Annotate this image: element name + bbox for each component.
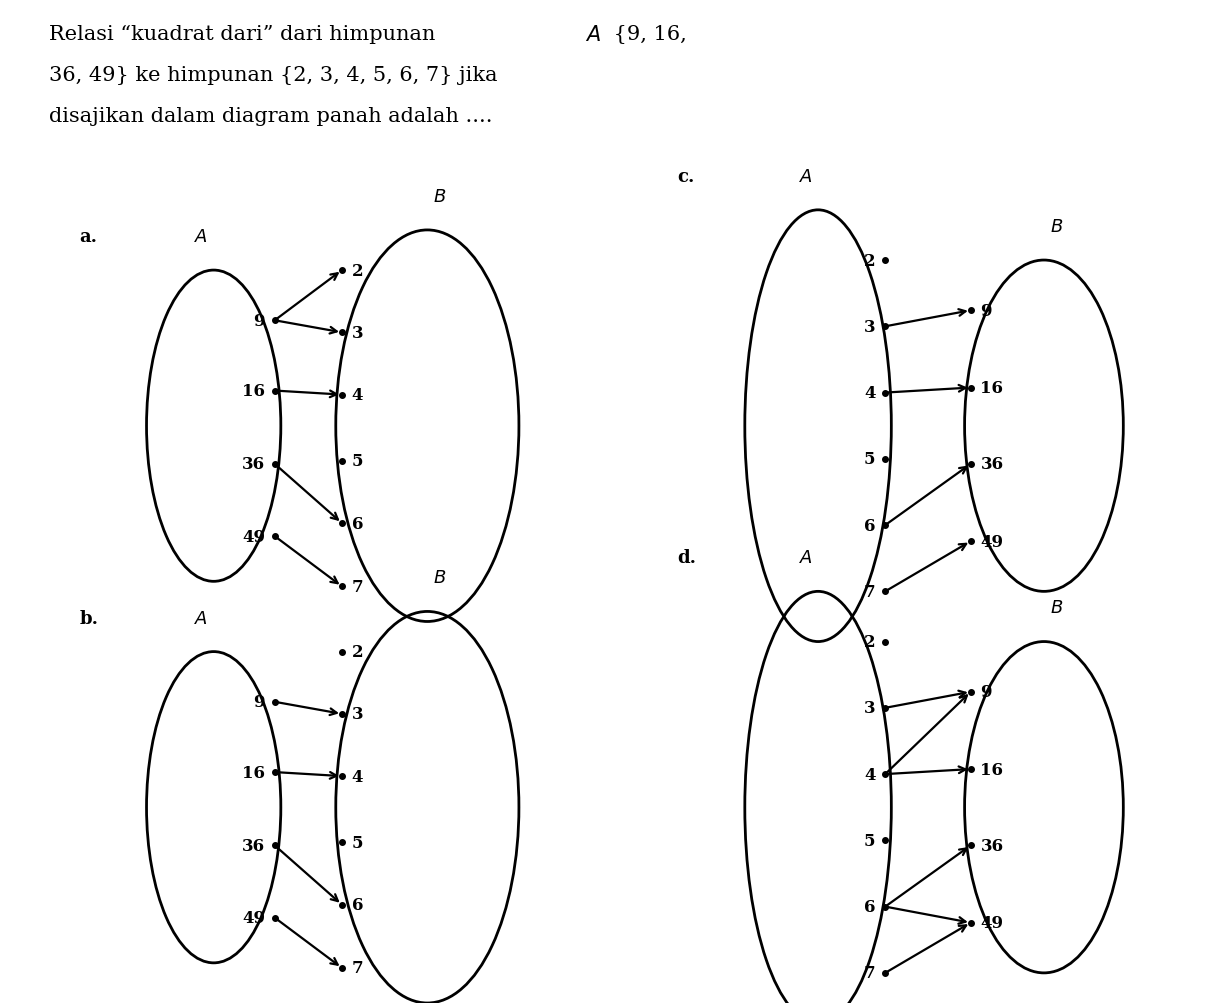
Text: 9: 9 bbox=[980, 684, 991, 700]
Text: 9: 9 bbox=[254, 313, 265, 329]
Text: 16: 16 bbox=[242, 383, 265, 399]
Text: 9: 9 bbox=[254, 694, 265, 710]
Text: 5: 5 bbox=[864, 832, 875, 849]
Text: 36, 49} ke himpunan {2, 3, 4, 5, 6, 7} jika: 36, 49} ke himpunan {2, 3, 4, 5, 6, 7} j… bbox=[49, 66, 497, 85]
Text: $A$: $A$ bbox=[585, 25, 601, 45]
Text: 36: 36 bbox=[242, 456, 265, 472]
Text: 5: 5 bbox=[864, 451, 875, 467]
Text: 6: 6 bbox=[864, 899, 875, 915]
Text: 3: 3 bbox=[352, 325, 364, 341]
Text: $B$: $B$ bbox=[433, 569, 446, 587]
Text: 2: 2 bbox=[352, 263, 364, 279]
Text: a.: a. bbox=[79, 228, 98, 246]
Text: 3: 3 bbox=[352, 706, 364, 722]
Text: $A$: $A$ bbox=[194, 228, 209, 246]
Text: {9, 16,: {9, 16, bbox=[607, 25, 686, 44]
Text: 36: 36 bbox=[980, 456, 1004, 472]
Text: 4: 4 bbox=[352, 387, 363, 403]
Text: 7: 7 bbox=[352, 579, 364, 595]
Text: c.: c. bbox=[678, 168, 695, 186]
Text: Relasi “kuadrat dari” dari himpunan: Relasi “kuadrat dari” dari himpunan bbox=[49, 25, 442, 44]
Text: 4: 4 bbox=[864, 385, 875, 401]
Text: 49: 49 bbox=[980, 915, 1004, 931]
Text: disajikan dalam diagram panah adalah ....: disajikan dalam diagram panah adalah ...… bbox=[49, 107, 492, 126]
Text: 4: 4 bbox=[352, 768, 363, 784]
Text: 49: 49 bbox=[242, 910, 265, 926]
Text: $B$: $B$ bbox=[433, 188, 446, 206]
Text: $A$: $A$ bbox=[799, 549, 813, 567]
Text: 2: 2 bbox=[863, 634, 875, 650]
Text: 9: 9 bbox=[980, 303, 991, 319]
Text: 5: 5 bbox=[352, 453, 363, 469]
Text: 5: 5 bbox=[352, 834, 363, 851]
Text: b.: b. bbox=[79, 609, 99, 627]
Text: $B$: $B$ bbox=[1050, 599, 1062, 617]
Text: $A$: $A$ bbox=[194, 609, 209, 627]
Text: 6: 6 bbox=[352, 897, 363, 913]
Text: 49: 49 bbox=[980, 534, 1004, 550]
Text: 3: 3 bbox=[863, 319, 875, 335]
Text: 3: 3 bbox=[863, 700, 875, 716]
Text: 36: 36 bbox=[242, 838, 265, 854]
Text: 7: 7 bbox=[352, 960, 364, 976]
Text: $A$: $A$ bbox=[799, 168, 813, 186]
Text: 16: 16 bbox=[980, 761, 1004, 777]
Text: 7: 7 bbox=[863, 965, 875, 981]
Text: 7: 7 bbox=[863, 584, 875, 600]
Text: 16: 16 bbox=[980, 380, 1004, 396]
Text: 2: 2 bbox=[352, 644, 364, 660]
Text: 4: 4 bbox=[864, 766, 875, 782]
Text: 6: 6 bbox=[864, 518, 875, 534]
Text: 16: 16 bbox=[242, 764, 265, 780]
Text: 6: 6 bbox=[352, 516, 363, 532]
Text: 49: 49 bbox=[242, 529, 265, 545]
Text: 36: 36 bbox=[980, 838, 1004, 854]
Text: d.: d. bbox=[678, 549, 697, 567]
Text: 2: 2 bbox=[863, 253, 875, 269]
Text: $B$: $B$ bbox=[1050, 218, 1062, 236]
